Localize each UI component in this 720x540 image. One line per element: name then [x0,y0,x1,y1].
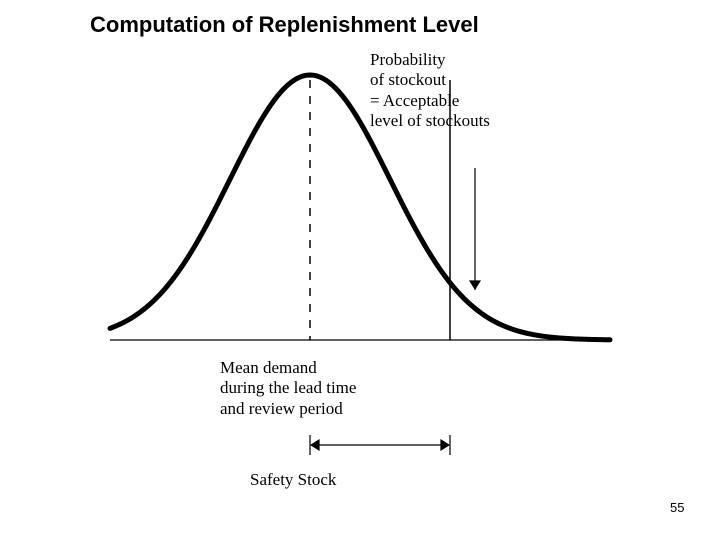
bell-curve-svg [80,50,640,500]
probability-arrow-head [469,280,481,290]
safety-arrow-head-left [310,439,320,451]
safety-arrow-head-right [440,439,450,451]
slide: Computation of Replenishment Level Proba… [0,0,720,540]
slide-title: Computation of Replenishment Level [90,12,479,38]
chart-area [80,50,640,500]
label-probability-stockout: Probability of stockout = Acceptable lev… [370,50,490,132]
label-mean-demand: Mean demand during the lead time and rev… [220,358,356,419]
label-safety-stock: Safety Stock [250,470,336,490]
page-number: 55 [670,500,684,515]
bell-curve [110,75,610,340]
